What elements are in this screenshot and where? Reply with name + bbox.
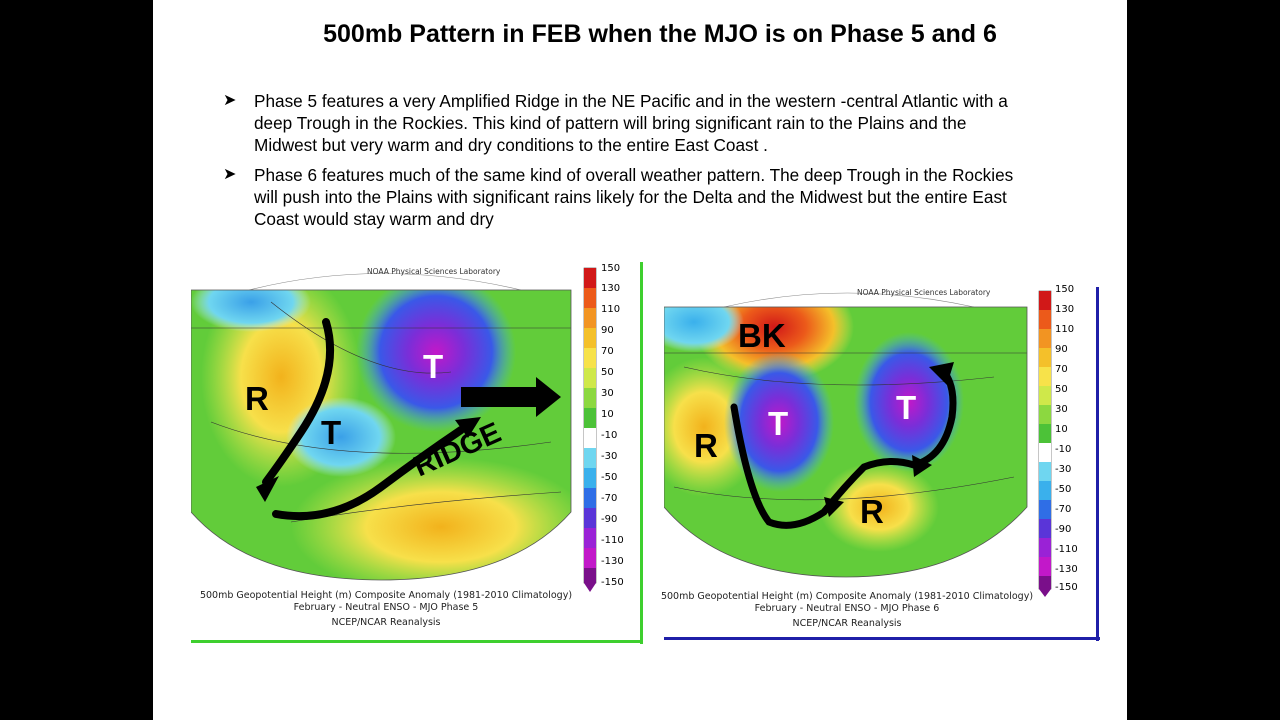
colorbar-tick: 10: [1055, 424, 1068, 435]
colorbar-tick: 30: [1055, 404, 1068, 415]
colorbar-tick: 70: [1055, 364, 1068, 375]
colorbar-tick: 50: [601, 367, 614, 378]
colorbar-tick: 110: [601, 304, 621, 315]
colorbar-tick: -30: [1055, 464, 1072, 475]
map-source-label: NOAA Physical Sciences Laboratory: [857, 288, 991, 297]
colorbar-tick: 150: [601, 263, 621, 274]
colorbar-tick: -90: [1055, 524, 1072, 535]
map-caption-line: February - Neutral ENSO - MJO Phase 6: [754, 602, 940, 614]
colorbar-tick: -150: [1055, 582, 1078, 593]
colorbar-tick: 50: [1055, 384, 1068, 395]
map-label-r: R: [245, 380, 269, 417]
colorbar-tick: 30: [601, 388, 614, 399]
map-caption-line: February - Neutral ENSO - MJO Phase 5: [293, 601, 479, 613]
map-caption-line: NCEP/NCAR Reanalysis: [331, 617, 441, 628]
colorbar-tick: -10: [1055, 444, 1072, 455]
phase6-anomaly-map: [664, 287, 1100, 641]
map-source-label: NOAA Physical Sciences Laboratory: [367, 267, 501, 276]
map-caption: 500mb Geopotential Height (m) Composite …: [652, 591, 1042, 630]
colorbar-tick: -110: [601, 535, 624, 546]
colorbar-tick: -10: [601, 430, 618, 441]
colorbar-tick: 130: [1055, 304, 1075, 315]
map-label-t-east: T: [423, 348, 444, 385]
colorbar-tick: -30: [601, 451, 618, 462]
colorbar-tick: -130: [1055, 564, 1078, 575]
colorbar-tick: -110: [1055, 544, 1078, 555]
colorbar-tick: -50: [601, 472, 618, 483]
colorbar-tick: -70: [1055, 504, 1072, 515]
map-label-bk: BK: [738, 317, 786, 354]
arrow-bullet-icon: ➤: [223, 166, 237, 183]
map-label-t-west: T: [321, 414, 342, 451]
map-panel-phase5: NOAA Physical Sciences Laboratory R T T …: [191, 262, 643, 646]
colorbar-tick: 130: [601, 283, 621, 294]
colorbar-tick: 110: [1055, 324, 1075, 335]
bullet-text: Phase 6 features much of the same kind o…: [254, 165, 1014, 229]
map-label-t-west: T: [768, 405, 789, 442]
colorbar-tick: -150: [601, 577, 624, 588]
map-caption-line: NCEP/NCAR Reanalysis: [792, 618, 902, 629]
arrow-bullet-icon: ➤: [223, 92, 237, 109]
map-panel-phase6: NOAA Physical Sciences Laboratory BK R T…: [661, 284, 1100, 643]
bullet-item: ➤ Phase 5 features a very Amplified Ridge…: [223, 90, 1023, 156]
colorbar-tick: -90: [601, 514, 618, 525]
colorbar-tick: -50: [1055, 484, 1072, 495]
map-label-r-west: R: [694, 427, 718, 464]
colorbar-tick: -130: [601, 556, 624, 567]
phase5-anomaly-map: [191, 262, 643, 644]
map-label-t-east: T: [896, 389, 917, 426]
map-caption-line: 500mb Geopotential Height (m) Composite …: [199, 590, 573, 601]
colorbar-tick: 70: [601, 346, 614, 357]
colorbar-tick: -70: [601, 493, 618, 504]
colorbar-tick: 10: [601, 409, 614, 420]
map-caption: 500mb Geopotential Height (m) Composite …: [191, 590, 581, 629]
map-caption-line: 500mb Geopotential Height (m) Composite …: [660, 591, 1034, 602]
bullet-text: Phase 5 features a very Amplified Ridge …: [254, 91, 1008, 155]
bullet-list: ➤ Phase 5 features a very Amplified Ridge…: [223, 90, 1023, 238]
slide: 500mb Pattern in FEB when the MJO is on …: [153, 0, 1127, 720]
bullet-item: ➤ Phase 6 features much of the same kind …: [223, 164, 1023, 230]
colorbar-tick: 150: [1055, 284, 1075, 295]
slide-title: 500mb Pattern in FEB when the MJO is on …: [323, 20, 997, 48]
colorbar-tick: 90: [601, 325, 614, 336]
colorbar-tick: 90: [1055, 344, 1068, 355]
map-label-r-south: R: [860, 493, 884, 530]
